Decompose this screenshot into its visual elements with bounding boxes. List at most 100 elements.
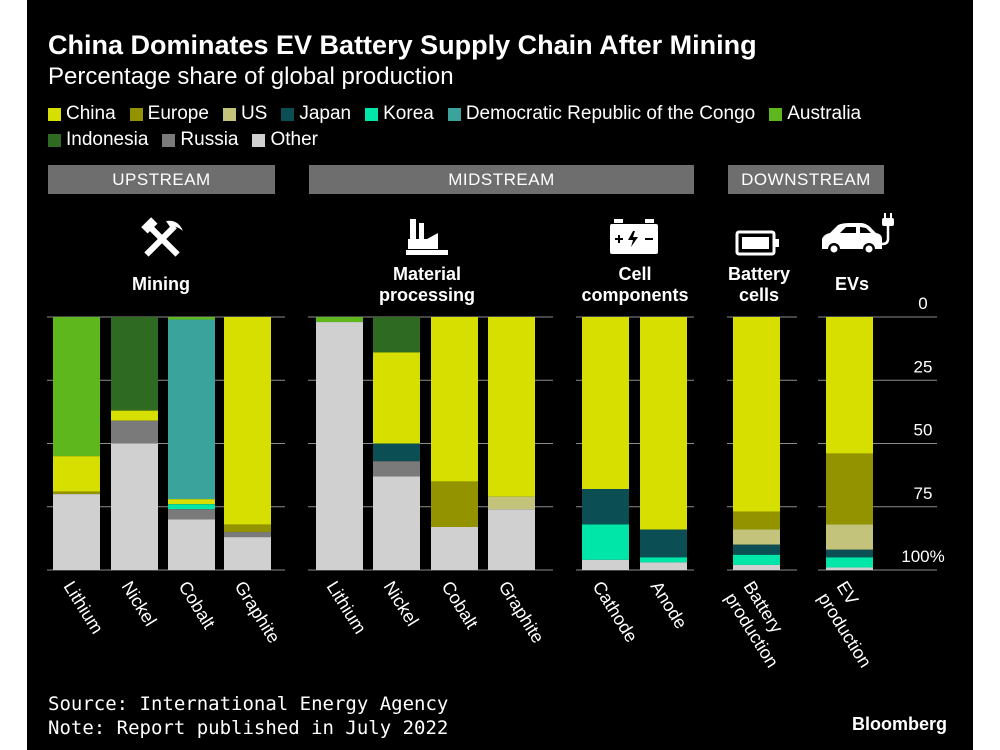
legend-swatch — [365, 107, 379, 121]
bar-segment — [640, 529, 687, 558]
section-header-midstream: MIDSTREAM — [309, 165, 694, 194]
bar-segment — [373, 352, 420, 444]
bar-segment — [431, 481, 478, 527]
source-note: Source: International Energy Agency — [48, 693, 449, 715]
section-header-upstream: UPSTREAM — [48, 165, 275, 194]
bar-segment — [826, 549, 873, 558]
y-tick-label: 50 — [914, 421, 933, 440]
legend-label: Indonesia — [66, 129, 149, 150]
bar-segment — [224, 537, 271, 570]
y-tick-label: 75 — [914, 484, 933, 503]
electric-car-icon — [822, 213, 894, 255]
bar-segment — [733, 511, 780, 530]
bar-segment — [733, 564, 780, 570]
legend-item: China — [48, 103, 116, 125]
battery-icon — [735, 230, 779, 256]
chart-card: China Dominates EV Battery Supply Chain … — [27, 0, 973, 750]
bar-segment — [733, 544, 780, 555]
bar-segment — [168, 519, 215, 570]
bar-segment — [826, 567, 873, 570]
bar-segment — [826, 317, 873, 454]
x-tick-label: Nickel — [380, 578, 423, 630]
legend-swatch — [281, 107, 295, 121]
x-tick-label: Graphite — [495, 578, 549, 647]
x-tick-label: Anode — [647, 578, 692, 633]
chart-subtitle: Percentage share of global production — [48, 63, 454, 90]
bar-segment — [488, 509, 535, 570]
bar-segment — [733, 554, 780, 565]
bar-segment — [431, 317, 478, 482]
factory-icon — [406, 219, 448, 255]
legend-swatch — [48, 133, 61, 147]
bar-segment — [640, 557, 687, 563]
bar-segment — [826, 453, 873, 525]
bar-segment — [488, 496, 535, 510]
bar-segment — [373, 443, 420, 462]
bar-segment — [224, 317, 271, 525]
hammer-pickaxe-icon — [141, 217, 183, 257]
bar-segment — [53, 494, 100, 570]
chart-title: China Dominates EV Battery Supply Chain … — [48, 30, 757, 60]
legend-label: US — [240, 103, 268, 124]
legend-item: Russia — [162, 129, 238, 151]
legend-item: Japan — [281, 103, 351, 125]
legend-item: Indonesia — [48, 129, 148, 151]
legend-swatch — [769, 107, 783, 121]
bar-segment — [53, 456, 100, 492]
legend-swatch — [222, 107, 236, 121]
bar-segment — [53, 317, 100, 457]
bar-segment — [582, 559, 629, 570]
legend-label: China — [66, 103, 116, 124]
legend-item: Other — [252, 129, 318, 151]
bar-segment — [640, 317, 687, 530]
bar-segment — [111, 317, 158, 411]
group-label-mining: Mining — [132, 274, 190, 294]
legend-item: Australia — [769, 103, 861, 125]
bar-segment — [431, 526, 478, 570]
bar-segment — [168, 499, 215, 505]
legend-label: Australia — [787, 103, 862, 124]
x-tick-label: Cathode — [589, 578, 642, 646]
bar-segment — [826, 557, 873, 568]
legend-swatch — [447, 107, 461, 121]
legend-label: Japan — [299, 103, 352, 124]
group-label-evs: EVs — [834, 274, 870, 294]
legend-row: Indonesia Russia Other — [48, 129, 332, 151]
battery-cell-icon — [610, 219, 658, 254]
bar-segment — [316, 317, 363, 323]
x-tick-label: Nickel — [118, 578, 161, 630]
x-tick-label: Batteryproduction — [721, 578, 801, 672]
section-header-downstream: DOWNSTREAM — [728, 165, 884, 194]
bar-segment — [224, 524, 271, 533]
bar-segment — [168, 319, 215, 500]
legend-item: Democratic Republic of the Congo — [447, 103, 756, 125]
y-tick-label: 100% — [901, 547, 944, 566]
bar-segment — [168, 317, 215, 320]
stacked-bar-chart: Lithium Nickel Cobalt Graphite Lithium Nickel… — [47, 294, 945, 672]
bar-segment — [316, 322, 363, 570]
bar-segment — [733, 317, 780, 512]
group-label-material-processing: Material processing — [378, 264, 476, 305]
bar-segment — [582, 317, 629, 490]
bar-segment — [53, 491, 100, 495]
legend-item: Korea — [365, 103, 434, 125]
legend-swatch — [162, 133, 176, 147]
x-tick-label: Cobalt — [175, 578, 220, 633]
bar-segment — [582, 524, 629, 560]
bar-segment — [168, 504, 215, 510]
bar-segment — [733, 529, 780, 545]
bar-segment — [826, 524, 873, 550]
legend-label: Democratic Republic of the Congo — [465, 103, 756, 124]
x-tick-label: Graphite — [231, 578, 285, 647]
publication-note: Note: Report published in July 2022 — [48, 717, 449, 739]
legend-label: Europe — [147, 103, 209, 124]
brand-logo: Bloomberg — [851, 714, 947, 734]
bar-segment — [373, 317, 420, 353]
legend-swatch — [129, 107, 143, 121]
x-tick-label: EVproduction — [814, 578, 894, 672]
bar-segment — [168, 509, 215, 520]
bar-segment — [373, 476, 420, 570]
bar-segment — [111, 420, 158, 444]
x-tick-label: Lithium — [60, 578, 108, 638]
legend-swatch — [252, 133, 266, 147]
